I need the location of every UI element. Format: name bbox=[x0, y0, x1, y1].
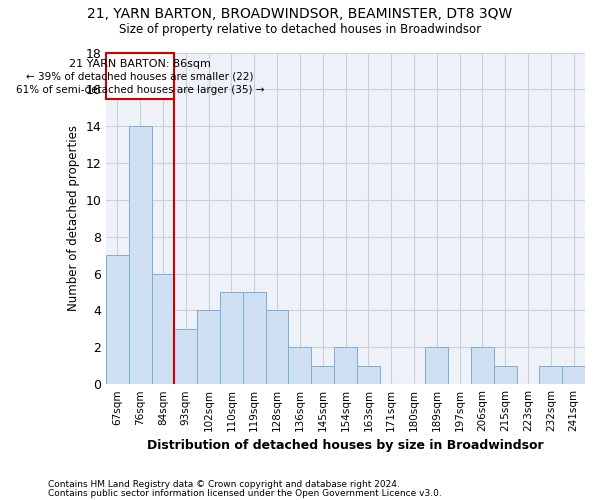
Text: ← 39% of detached houses are smaller (22): ← 39% of detached houses are smaller (22… bbox=[26, 72, 254, 82]
Bar bbox=[106, 255, 129, 384]
Text: 61% of semi-detached houses are larger (35) →: 61% of semi-detached houses are larger (… bbox=[16, 84, 265, 94]
X-axis label: Distribution of detached houses by size in Broadwindsor: Distribution of detached houses by size … bbox=[147, 440, 544, 452]
Bar bbox=[152, 274, 175, 384]
Text: 21, YARN BARTON, BROADWINDSOR, BEAMINSTER, DT8 3QW: 21, YARN BARTON, BROADWINDSOR, BEAMINSTE… bbox=[88, 8, 512, 22]
Bar bbox=[289, 348, 311, 384]
Bar bbox=[266, 310, 289, 384]
Bar bbox=[220, 292, 243, 384]
Bar bbox=[334, 348, 357, 384]
Bar bbox=[539, 366, 562, 384]
Text: Contains public sector information licensed under the Open Government Licence v3: Contains public sector information licen… bbox=[48, 488, 442, 498]
Bar bbox=[494, 366, 517, 384]
Bar bbox=[311, 366, 334, 384]
FancyBboxPatch shape bbox=[106, 52, 175, 98]
Y-axis label: Number of detached properties: Number of detached properties bbox=[67, 126, 80, 312]
Bar bbox=[357, 366, 380, 384]
Bar bbox=[243, 292, 266, 384]
Text: Size of property relative to detached houses in Broadwindsor: Size of property relative to detached ho… bbox=[119, 22, 481, 36]
Bar bbox=[425, 348, 448, 384]
Bar bbox=[471, 348, 494, 384]
Bar bbox=[129, 126, 152, 384]
Text: 21 YARN BARTON: 86sqm: 21 YARN BARTON: 86sqm bbox=[70, 59, 211, 69]
Bar bbox=[175, 329, 197, 384]
Bar bbox=[197, 310, 220, 384]
Text: Contains HM Land Registry data © Crown copyright and database right 2024.: Contains HM Land Registry data © Crown c… bbox=[48, 480, 400, 489]
Bar bbox=[562, 366, 585, 384]
